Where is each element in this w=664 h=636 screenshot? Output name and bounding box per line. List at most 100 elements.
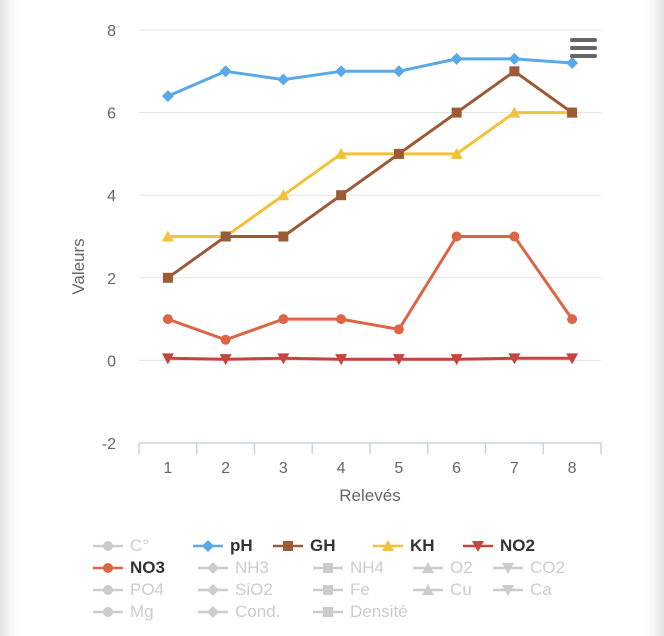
data-point-kh bbox=[277, 189, 290, 201]
data-point-kh bbox=[450, 147, 463, 159]
data-point-no2 bbox=[219, 354, 232, 366]
data-point-no3 bbox=[567, 314, 578, 325]
chart-menu-button[interactable] bbox=[566, 36, 602, 64]
legend-item-c[interactable]: C° bbox=[92, 535, 149, 557]
hamburger-menu-icon bbox=[570, 46, 597, 50]
y-tick-label: 2 bbox=[107, 271, 116, 288]
x-tick-label: 3 bbox=[279, 460, 288, 477]
x-tick-label: 4 bbox=[337, 460, 346, 477]
legend-marker-triangle-icon bbox=[373, 540, 403, 551]
legend-marker-triangle-down-icon bbox=[493, 563, 523, 574]
legend-marker bbox=[323, 563, 333, 573]
legend-label: NO3 bbox=[130, 558, 165, 577]
legend-label: KH bbox=[410, 536, 435, 555]
legend-label: O2 bbox=[450, 558, 473, 577]
legend-item-sio2[interactable]: SiO2 bbox=[197, 579, 273, 601]
legend-marker-triangle-down-icon bbox=[493, 585, 523, 596]
legend-marker bbox=[422, 584, 434, 595]
legend-label: Mg bbox=[130, 602, 154, 621]
legend-marker bbox=[207, 584, 219, 596]
data-point-ph bbox=[450, 52, 463, 65]
series-line-kh bbox=[167, 111, 573, 238]
x-tick-label: 1 bbox=[163, 460, 172, 477]
legend-marker bbox=[207, 606, 219, 618]
legend-marker-circle-icon bbox=[93, 607, 123, 617]
y-axis-title: Valeurs bbox=[69, 238, 88, 294]
legend-label: SiO2 bbox=[235, 580, 273, 599]
x-tick-label: 8 bbox=[568, 460, 577, 477]
x-tick-label: 2 bbox=[221, 460, 230, 477]
legend-marker bbox=[207, 562, 219, 574]
series-line-no3 bbox=[167, 235, 574, 342]
legend-marker bbox=[502, 563, 514, 574]
legend-item-cu[interactable]: Cu bbox=[412, 579, 472, 601]
legend-item-densit[interactable]: Densité bbox=[312, 601, 408, 623]
legend-item-nh3[interactable]: NH3 bbox=[197, 557, 269, 579]
legend-marker-square-icon bbox=[313, 585, 343, 595]
legend-marker bbox=[502, 585, 514, 596]
data-point-gh bbox=[393, 148, 404, 159]
data-point-no2 bbox=[161, 353, 174, 365]
legend-marker bbox=[382, 540, 394, 551]
legend-marker bbox=[103, 585, 113, 595]
legend-item-cond[interactable]: Cond. bbox=[197, 601, 280, 623]
legend-marker-circle-icon bbox=[93, 585, 123, 595]
legend-marker bbox=[202, 540, 214, 552]
data-point-no2 bbox=[508, 353, 521, 365]
legend-label: CO2 bbox=[530, 558, 565, 577]
x-tick-label: 7 bbox=[510, 460, 519, 477]
legend-marker-diamond-icon bbox=[198, 584, 228, 596]
legend-item-ph[interactable]: pH bbox=[192, 535, 253, 557]
legend-item-o2[interactable]: O2 bbox=[412, 557, 473, 579]
data-point-no3 bbox=[451, 231, 462, 242]
legend-item-kh[interactable]: KH bbox=[372, 535, 435, 557]
data-point-no3 bbox=[509, 231, 520, 242]
legend-label: GH bbox=[310, 536, 336, 555]
legend-label: pH bbox=[230, 536, 253, 555]
legend-item-ca[interactable]: Ca bbox=[492, 579, 552, 601]
data-point-gh bbox=[567, 107, 578, 118]
legend-label: Ca bbox=[530, 580, 552, 599]
legend-marker bbox=[422, 562, 434, 573]
legend-marker-square-icon bbox=[313, 607, 343, 617]
legend-label: Cond. bbox=[235, 602, 281, 621]
legend-label: PO4 bbox=[130, 580, 165, 599]
legend-label: C° bbox=[130, 536, 150, 555]
data-point-kh bbox=[161, 230, 174, 242]
legend-label: NO2 bbox=[500, 536, 535, 555]
data-point-no3 bbox=[336, 314, 347, 325]
legend-item-mg[interactable]: Mg bbox=[92, 601, 154, 623]
hamburger-menu-icon bbox=[570, 54, 597, 58]
data-point-ph bbox=[508, 52, 521, 65]
data-point-no3 bbox=[393, 324, 404, 335]
data-point-ph bbox=[335, 65, 348, 78]
legend-marker bbox=[472, 541, 484, 552]
legend-marker bbox=[103, 541, 113, 551]
legend-marker-circle-icon bbox=[93, 563, 123, 573]
legend-label: Fe bbox=[350, 580, 370, 599]
x-axis-title: Relevés bbox=[339, 486, 400, 505]
data-point-ph bbox=[161, 90, 174, 103]
legend-marker-diamond-icon bbox=[198, 562, 228, 574]
series-line-ph bbox=[167, 57, 573, 98]
legend-label: Densité bbox=[350, 602, 408, 621]
legend-label: NH4 bbox=[350, 558, 385, 577]
legend-item-nh4[interactable]: NH4 bbox=[312, 557, 384, 579]
series-gh bbox=[162, 66, 578, 283]
series-ph bbox=[161, 52, 579, 103]
legend-marker-square-icon bbox=[313, 563, 343, 573]
legend-item-no2[interactable]: NO2 bbox=[462, 535, 535, 557]
data-point-no2 bbox=[566, 353, 579, 365]
legend-marker bbox=[103, 607, 113, 617]
data-point-gh bbox=[509, 66, 520, 77]
legend-item-gh[interactable]: GH bbox=[272, 535, 336, 557]
legend-item-po4[interactable]: PO4 bbox=[92, 579, 164, 601]
legend-item-no3[interactable]: NO3 bbox=[92, 557, 165, 579]
data-point-no2 bbox=[450, 354, 463, 366]
legend-item-fe[interactable]: Fe bbox=[312, 579, 370, 601]
data-point-gh bbox=[278, 231, 289, 242]
data-point-gh bbox=[220, 231, 231, 242]
legend-item-co2[interactable]: CO2 bbox=[492, 557, 565, 579]
data-point-kh bbox=[335, 147, 348, 159]
